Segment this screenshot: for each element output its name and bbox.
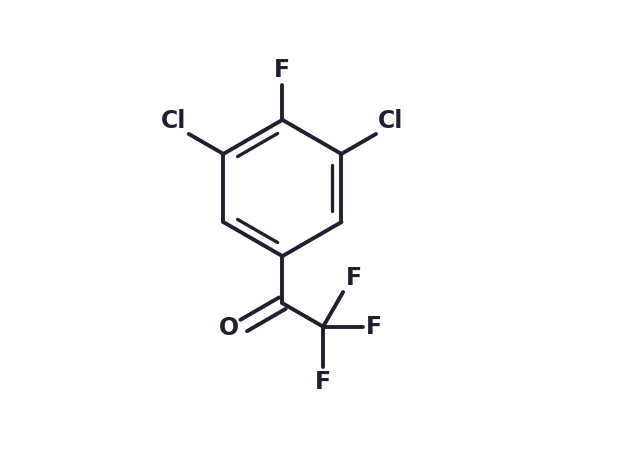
Text: F: F (346, 266, 362, 290)
Text: F: F (366, 314, 383, 339)
Text: Cl: Cl (378, 109, 404, 133)
Text: F: F (315, 370, 331, 394)
Text: O: O (219, 316, 239, 340)
Text: Cl: Cl (161, 109, 186, 133)
Text: F: F (275, 58, 291, 82)
